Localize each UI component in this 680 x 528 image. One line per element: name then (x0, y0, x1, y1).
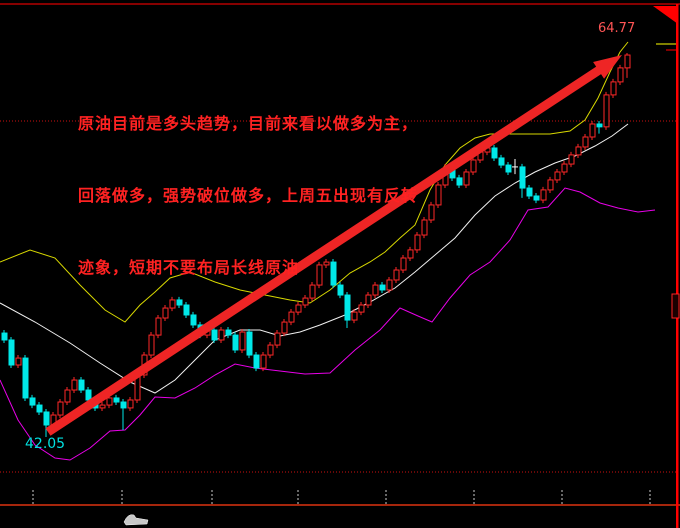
candle-body (617, 67, 624, 83)
candle-body (36, 404, 43, 413)
candle-body (463, 171, 470, 186)
candle-body (589, 123, 596, 138)
candle-body (435, 184, 442, 206)
candle-body (162, 307, 169, 319)
candle-body (421, 219, 428, 236)
candle-body (57, 401, 64, 416)
trend-arrow-head (593, 55, 622, 79)
candle-body (127, 399, 134, 409)
candle-body (344, 294, 351, 321)
candle-body (183, 304, 190, 316)
candle-body (428, 204, 435, 221)
upper-band-line (0, 41, 629, 323)
candle-body (106, 397, 113, 406)
candle-body (554, 171, 561, 181)
candle-body (295, 304, 302, 313)
candle-body (582, 136, 589, 148)
candle-body (120, 401, 127, 409)
candle-body (253, 354, 260, 369)
candle-body (351, 311, 358, 321)
annotation-line-1: 原油目前是多头趋势，目前来看以做多为主， (78, 114, 419, 133)
candle-body (526, 187, 533, 197)
candle-body (176, 299, 183, 306)
candle-body (99, 404, 106, 409)
candle-body (302, 297, 309, 306)
annotation-note: 原油目前是多头趋势，目前来看以做多为主， 回落做多，强势破位做多，上周五出现有反… (78, 64, 418, 328)
candle-body (610, 81, 617, 96)
candle-body (575, 146, 582, 156)
candle-body (85, 389, 92, 401)
candle-body (113, 397, 120, 403)
candle-body (267, 344, 274, 356)
candle-body (603, 94, 610, 128)
candle-body (309, 284, 316, 299)
candle-body (547, 179, 554, 191)
candle-body (372, 284, 379, 296)
candle-body (155, 317, 162, 336)
corner-wedge-marker (653, 6, 678, 24)
candle-body (232, 334, 239, 351)
candle-body (15, 357, 22, 366)
candle-body (386, 279, 393, 291)
candle-body (519, 166, 526, 189)
candle-body (470, 159, 477, 173)
mouse-cursor-icon (123, 514, 149, 526)
candle-body (22, 357, 29, 399)
candle-body (260, 354, 267, 369)
candle-body (274, 332, 281, 346)
candle-body (358, 304, 365, 313)
candle-body (190, 314, 197, 326)
candle-body (211, 329, 218, 341)
low-price-label: 42.05 (25, 436, 66, 452)
right-border-line (676, 4, 679, 528)
high-price-label: 64.77 (598, 21, 636, 36)
candle-body (365, 294, 372, 306)
annotation-line-2: 回落做多，强势破位做多，上周五出现有反转 (78, 186, 419, 205)
annotation-line-3: 迹象，短期不要布局长线原油 (78, 258, 300, 277)
candle-body (218, 329, 225, 341)
candle-body (246, 331, 253, 356)
candle-body (288, 311, 295, 323)
candle-body (407, 249, 414, 259)
candle-body (71, 379, 78, 391)
candle-body (8, 339, 15, 366)
candle-body (323, 261, 330, 266)
candle-body (568, 154, 575, 165)
candle-body (169, 299, 176, 309)
candle-body (1, 332, 8, 341)
candle-body (330, 261, 337, 286)
lower-band-line (0, 187, 656, 461)
candle-body (491, 147, 498, 159)
candle-body (239, 331, 246, 351)
candle-body (596, 123, 603, 128)
candle-body (316, 264, 323, 286)
candle-body (43, 411, 50, 426)
candle-body (64, 389, 71, 403)
candle-body (393, 269, 400, 281)
candle-body (400, 257, 407, 271)
trend-arrow-shaft (45, 63, 607, 436)
candle-body (414, 234, 421, 251)
candle-body (148, 334, 155, 356)
candle-body (624, 54, 631, 69)
candle-body (225, 329, 232, 336)
candle-body (533, 195, 540, 201)
candle-body (498, 157, 505, 166)
candle-body (78, 379, 85, 391)
candle-body (505, 164, 512, 173)
scrollbar-thumb[interactable] (671, 293, 680, 319)
candle-body (456, 177, 463, 186)
candle-body (337, 284, 344, 296)
candle-body (29, 397, 36, 406)
candle-body (561, 163, 568, 173)
candle-body (540, 189, 547, 201)
candle-body (379, 284, 386, 291)
candle-body (281, 321, 288, 334)
